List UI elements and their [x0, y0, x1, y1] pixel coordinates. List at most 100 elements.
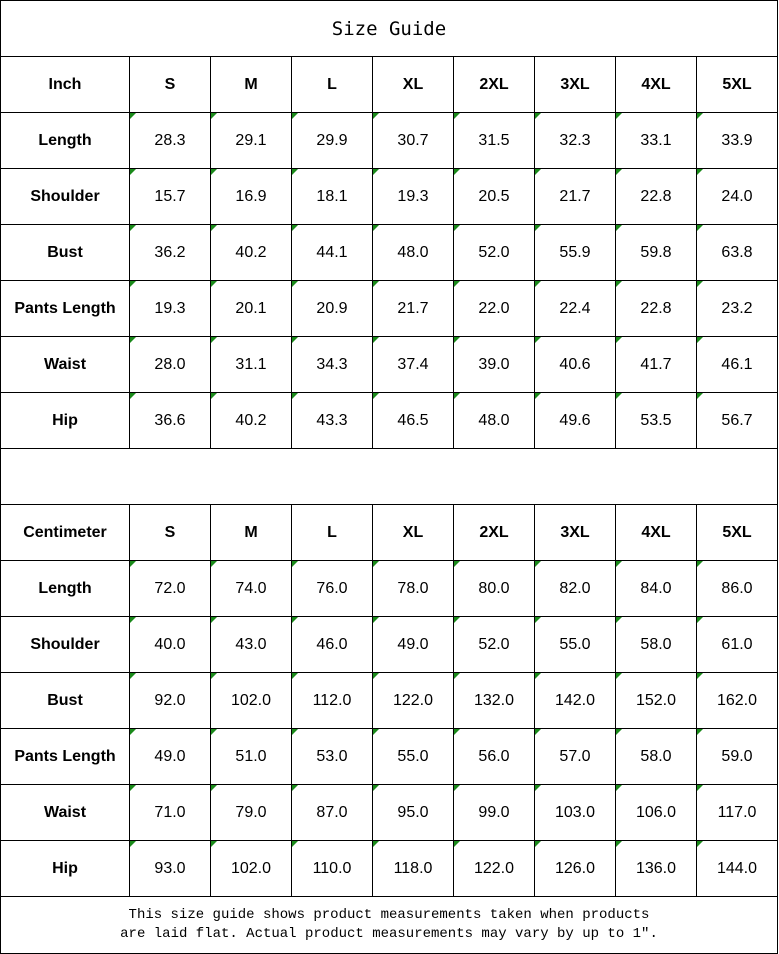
- value-cell[interactable]: 40.0: [130, 617, 211, 672]
- value-cell[interactable]: 122.0: [373, 673, 454, 728]
- value-cell[interactable]: 72.0: [130, 561, 211, 616]
- size-header[interactable]: 4XL: [616, 505, 697, 560]
- value-cell[interactable]: 162.0: [697, 673, 778, 728]
- value-cell[interactable]: 52.0: [454, 617, 535, 672]
- value-cell[interactable]: 99.0: [454, 785, 535, 840]
- value-cell[interactable]: 18.1: [292, 169, 373, 224]
- value-cell[interactable]: 63.8: [697, 225, 778, 280]
- value-cell[interactable]: 49.6: [535, 393, 616, 448]
- value-cell[interactable]: 20.5: [454, 169, 535, 224]
- value-cell[interactable]: 49.0: [130, 729, 211, 784]
- value-cell[interactable]: 102.0: [211, 841, 292, 896]
- value-cell[interactable]: 87.0: [292, 785, 373, 840]
- value-cell[interactable]: 118.0: [373, 841, 454, 896]
- size-header[interactable]: 2XL: [454, 57, 535, 112]
- value-cell[interactable]: 126.0: [535, 841, 616, 896]
- value-cell[interactable]: 55.0: [535, 617, 616, 672]
- row-label[interactable]: Waist: [1, 785, 130, 840]
- value-cell[interactable]: 76.0: [292, 561, 373, 616]
- value-cell[interactable]: 59.8: [616, 225, 697, 280]
- value-cell[interactable]: 112.0: [292, 673, 373, 728]
- size-header[interactable]: M: [211, 57, 292, 112]
- value-cell[interactable]: 78.0: [373, 561, 454, 616]
- value-cell[interactable]: 19.3: [130, 281, 211, 336]
- value-cell[interactable]: 40.2: [211, 225, 292, 280]
- value-cell[interactable]: 102.0: [211, 673, 292, 728]
- value-cell[interactable]: 52.0: [454, 225, 535, 280]
- size-header[interactable]: XL: [373, 57, 454, 112]
- value-cell[interactable]: 22.8: [616, 169, 697, 224]
- value-cell[interactable]: 29.1: [211, 113, 292, 168]
- value-cell[interactable]: 28.3: [130, 113, 211, 168]
- row-label[interactable]: Shoulder: [1, 617, 130, 672]
- value-cell[interactable]: 43.0: [211, 617, 292, 672]
- row-label[interactable]: Length: [1, 113, 130, 168]
- value-cell[interactable]: 71.0: [130, 785, 211, 840]
- value-cell[interactable]: 19.3: [373, 169, 454, 224]
- value-cell[interactable]: 58.0: [616, 729, 697, 784]
- value-cell[interactable]: 31.5: [454, 113, 535, 168]
- value-cell[interactable]: 46.5: [373, 393, 454, 448]
- value-cell[interactable]: 44.1: [292, 225, 373, 280]
- value-cell[interactable]: 53.5: [616, 393, 697, 448]
- size-header[interactable]: XL: [373, 505, 454, 560]
- value-cell[interactable]: 22.0: [454, 281, 535, 336]
- row-label[interactable]: Pants Length: [1, 729, 130, 784]
- value-cell[interactable]: 56.7: [697, 393, 778, 448]
- value-cell[interactable]: 82.0: [535, 561, 616, 616]
- size-header[interactable]: 5XL: [697, 57, 778, 112]
- value-cell[interactable]: 20.1: [211, 281, 292, 336]
- value-cell[interactable]: 59.0: [697, 729, 778, 784]
- unit-header[interactable]: Inch: [1, 57, 130, 112]
- value-cell[interactable]: 28.0: [130, 337, 211, 392]
- value-cell[interactable]: 122.0: [454, 841, 535, 896]
- value-cell[interactable]: 36.6: [130, 393, 211, 448]
- value-cell[interactable]: 55.0: [373, 729, 454, 784]
- value-cell[interactable]: 23.2: [697, 281, 778, 336]
- value-cell[interactable]: 39.0: [454, 337, 535, 392]
- value-cell[interactable]: 22.4: [535, 281, 616, 336]
- size-header[interactable]: 3XL: [535, 57, 616, 112]
- value-cell[interactable]: 40.2: [211, 393, 292, 448]
- value-cell[interactable]: 79.0: [211, 785, 292, 840]
- row-label[interactable]: Hip: [1, 393, 130, 448]
- value-cell[interactable]: 33.1: [616, 113, 697, 168]
- size-header[interactable]: L: [292, 57, 373, 112]
- value-cell[interactable]: 103.0: [535, 785, 616, 840]
- value-cell[interactable]: 20.9: [292, 281, 373, 336]
- row-label[interactable]: Hip: [1, 841, 130, 896]
- value-cell[interactable]: 22.8: [616, 281, 697, 336]
- value-cell[interactable]: 61.0: [697, 617, 778, 672]
- value-cell[interactable]: 86.0: [697, 561, 778, 616]
- row-label[interactable]: Waist: [1, 337, 130, 392]
- unit-header[interactable]: Centimeter: [1, 505, 130, 560]
- value-cell[interactable]: 152.0: [616, 673, 697, 728]
- value-cell[interactable]: 36.2: [130, 225, 211, 280]
- value-cell[interactable]: 110.0: [292, 841, 373, 896]
- value-cell[interactable]: 55.9: [535, 225, 616, 280]
- value-cell[interactable]: 37.4: [373, 337, 454, 392]
- value-cell[interactable]: 34.3: [292, 337, 373, 392]
- value-cell[interactable]: 21.7: [373, 281, 454, 336]
- value-cell[interactable]: 95.0: [373, 785, 454, 840]
- size-header[interactable]: 5XL: [697, 505, 778, 560]
- value-cell[interactable]: 106.0: [616, 785, 697, 840]
- value-cell[interactable]: 117.0: [697, 785, 778, 840]
- size-header[interactable]: M: [211, 505, 292, 560]
- value-cell[interactable]: 136.0: [616, 841, 697, 896]
- row-label[interactable]: Length: [1, 561, 130, 616]
- value-cell[interactable]: 48.0: [454, 393, 535, 448]
- row-label[interactable]: Pants Length: [1, 281, 130, 336]
- value-cell[interactable]: 53.0: [292, 729, 373, 784]
- size-header[interactable]: 4XL: [616, 57, 697, 112]
- value-cell[interactable]: 29.9: [292, 113, 373, 168]
- size-header[interactable]: S: [130, 57, 211, 112]
- value-cell[interactable]: 80.0: [454, 561, 535, 616]
- value-cell[interactable]: 46.1: [697, 337, 778, 392]
- value-cell[interactable]: 92.0: [130, 673, 211, 728]
- value-cell[interactable]: 40.6: [535, 337, 616, 392]
- value-cell[interactable]: 93.0: [130, 841, 211, 896]
- value-cell[interactable]: 58.0: [616, 617, 697, 672]
- value-cell[interactable]: 46.0: [292, 617, 373, 672]
- value-cell[interactable]: 41.7: [616, 337, 697, 392]
